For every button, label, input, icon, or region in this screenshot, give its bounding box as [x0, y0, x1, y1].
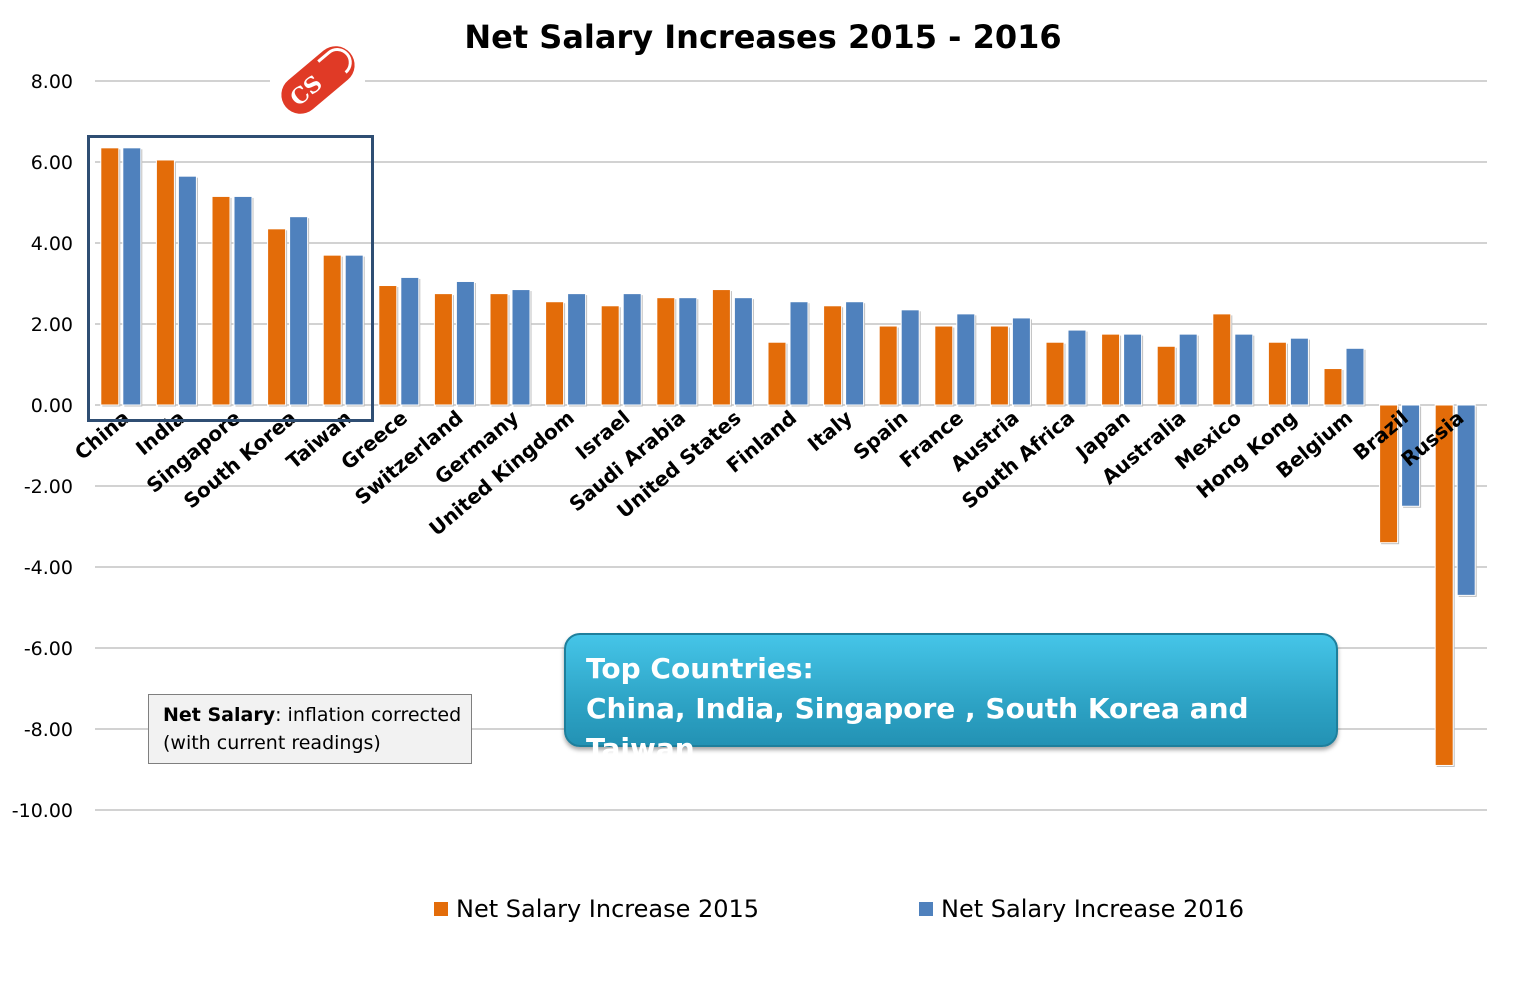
bar-2015-greece	[378, 285, 398, 406]
bar-2016-switzerland	[455, 280, 475, 406]
bar-2016-singapore	[233, 195, 253, 406]
bar-2016-australia	[1178, 333, 1198, 406]
bar-2015-russia	[1434, 404, 1454, 766]
top-countries-callout: Top Countries: China, India, Singapore , …	[564, 633, 1338, 765]
bar-2016-spain	[900, 309, 920, 406]
note-box: Net Salary: inflation corrected (with cur…	[148, 694, 472, 764]
bar-2016-japan	[1123, 333, 1143, 406]
bar-2015-germany	[489, 293, 509, 406]
bar-2015-saudi-arabia	[656, 297, 676, 406]
bar-2015-south-korea	[267, 228, 287, 406]
bar-2016-israel	[622, 293, 642, 406]
bar-2015-singapore	[211, 195, 231, 406]
bar-2015-finland	[767, 341, 787, 406]
y-tick-label: -2.00	[24, 476, 73, 498]
bar-2016-belgium	[1345, 347, 1365, 406]
top-countries-highlight	[87, 135, 374, 422]
y-tick-label: 2.00	[31, 314, 73, 336]
bar-2015-italy	[823, 305, 843, 406]
bar-2015-mexico	[1212, 313, 1232, 406]
bar-2016-china	[122, 147, 142, 406]
bar-2015-brazil	[1379, 404, 1399, 544]
bar-2016-finland	[789, 301, 809, 406]
bar-2016-mexico	[1234, 333, 1254, 406]
bar-2016-south-africa	[1067, 329, 1087, 406]
legend-label-2015: Net Salary Increase 2015	[456, 895, 760, 923]
x-tick-label: Italy	[803, 405, 857, 456]
bar-2016-united-kingdom	[567, 293, 587, 406]
bar-2016-taiwan	[344, 254, 364, 406]
bar-2015-china	[100, 147, 120, 406]
x-tick-label: China	[70, 405, 134, 464]
bar-2016-india	[177, 175, 197, 406]
y-tick-label: 0.00	[31, 395, 73, 417]
bar-2015-belgium	[1323, 368, 1343, 406]
bar-2015-taiwan	[322, 254, 342, 406]
bar-2015-hong-kong	[1267, 341, 1287, 406]
bar-2016-france	[956, 313, 976, 406]
bar-2015-japan	[1101, 333, 1121, 406]
note-text: : inflation corrected	[275, 704, 462, 726]
note-line2: (with current readings)	[163, 732, 381, 754]
bar-2016-austria	[1011, 317, 1031, 406]
bar-2015-south-africa	[1045, 341, 1065, 406]
y-tick-label: -10.00	[12, 800, 73, 822]
callout-line1: Top Countries:	[586, 652, 814, 685]
bar-2016-italy	[845, 301, 865, 406]
bar-2016-greece	[400, 276, 420, 406]
y-tick-label: 4.00	[31, 233, 73, 255]
bar-2016-germany	[511, 289, 531, 406]
y-tick-label: 8.00	[31, 71, 73, 93]
note-bold: Net Salary	[163, 704, 276, 726]
y-tick-label: -8.00	[24, 719, 73, 741]
y-tick-label: 6.00	[31, 152, 73, 174]
bar-2015-australia	[1156, 345, 1176, 406]
legend-label-2016: Net Salary Increase 2016	[941, 895, 1245, 923]
bar-2016-united-states	[733, 297, 753, 406]
cs-logo: CS	[281, 46, 355, 114]
bar-2015-france	[934, 325, 954, 406]
bar-2015-united-kingdom	[545, 301, 565, 406]
y-tick-label: -6.00	[24, 638, 73, 660]
bar-2016-brazil	[1401, 404, 1421, 507]
legend-swatch-2016	[919, 902, 933, 916]
legend-item-2015: Net Salary Increase 2015	[434, 895, 759, 923]
bar-2016-saudi-arabia	[678, 297, 698, 406]
legend-swatch-2015	[434, 902, 448, 916]
bar-2015-switzerland	[433, 293, 453, 406]
chart-title: Net Salary Increases 2015 - 2016	[464, 18, 1062, 56]
bar-2016-south-korea	[289, 216, 309, 406]
bar-2015-united-states	[711, 289, 731, 406]
bar-2015-austria	[989, 325, 1009, 406]
bar-2015-israel	[600, 305, 620, 406]
bar-2016-russia	[1456, 404, 1476, 596]
bar-2016-hong-kong	[1289, 337, 1309, 406]
callout-line2: China, India, Singapore , South Korea an…	[586, 692, 1249, 765]
bar-2015-india	[155, 159, 175, 406]
legend-item-2016: Net Salary Increase 2016	[919, 895, 1244, 923]
bar-2015-spain	[878, 325, 898, 406]
y-tick-label: -4.00	[24, 557, 73, 579]
